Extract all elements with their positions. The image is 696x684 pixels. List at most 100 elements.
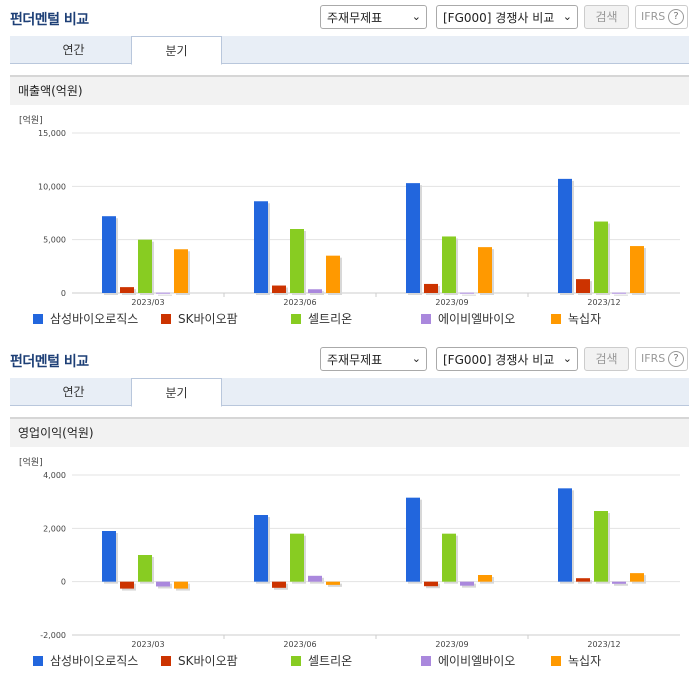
x-tick-label: 2023/06 <box>283 640 316 649</box>
legend-swatch <box>161 314 171 324</box>
bar <box>576 279 590 293</box>
statement-select[interactable]: 주재무제표 ⌄ <box>320 347 427 371</box>
bar <box>594 221 608 293</box>
legend-label: SK바이오팜 <box>178 312 238 326</box>
bar <box>254 515 268 582</box>
x-tick-label: 2023/03 <box>131 640 164 649</box>
legend-swatch <box>551 656 561 666</box>
legend-item[interactable]: 에이비엘바이오 <box>421 310 515 327</box>
bar <box>272 285 286 293</box>
chart-subtitle: 영업이익(억원) <box>10 417 689 447</box>
y-tick-label: -2,000 <box>40 631 66 640</box>
legend-item[interactable]: SK바이오팜 <box>161 310 238 327</box>
y-tick-label: 0 <box>61 289 66 298</box>
ifrs-button[interactable]: IFRS? <box>635 347 688 371</box>
x-tick-label: 2023/09 <box>435 640 468 649</box>
y-tick-label: 2,000 <box>43 524 66 533</box>
bar <box>120 581 134 589</box>
bar <box>290 533 304 582</box>
chevron-down-icon: ⌄ <box>562 352 572 365</box>
chevron-down-icon: ⌄ <box>411 352 421 365</box>
bar <box>612 581 626 584</box>
bar <box>308 575 322 582</box>
bar <box>630 573 644 582</box>
bar <box>254 201 268 293</box>
legend-label: 삼성바이오로직스 <box>50 654 139 668</box>
bar <box>406 497 420 582</box>
bar <box>102 216 116 293</box>
legend-label: SK바이오팜 <box>178 654 238 668</box>
bar-shadow <box>614 294 628 296</box>
legend-item[interactable]: SK바이오팜 <box>161 652 238 669</box>
bar <box>326 581 340 585</box>
legend-label: 삼성바이오로직스 <box>50 312 139 326</box>
legend-item[interactable]: 셀트리온 <box>291 652 352 669</box>
bar <box>442 236 456 293</box>
legend-item[interactable]: 에이비엘바이오 <box>421 652 515 669</box>
bar <box>156 581 170 587</box>
bar <box>442 533 456 582</box>
y-tick-label: 0 <box>61 578 66 587</box>
unit-label: [억원] <box>19 116 43 126</box>
tab-annual[interactable]: 연간 <box>62 385 85 399</box>
peer-group-select[interactable]: [FG000] 경쟁사 비교 ⌄ <box>436 347 578 371</box>
bar <box>326 255 340 293</box>
bar-shadow <box>614 583 628 586</box>
fundamental-panel-2: 펀더멘털 비교 주재무제표 ⌄ [FG000] 경쟁사 비교 ⌄ 검색 IFRS? … <box>0 342 696 684</box>
legend-item[interactable]: 셀트리온 <box>291 310 352 327</box>
bar-shadow <box>462 294 476 296</box>
legend-item[interactable]: 녹십자 <box>551 310 601 327</box>
bar <box>174 249 188 293</box>
y-tick-label: 4,000 <box>43 471 66 480</box>
period-tabs: 연간 분기 <box>10 378 689 407</box>
legend-item[interactable]: 삼성바이오로직스 <box>33 310 138 327</box>
bar <box>558 488 572 582</box>
tab-quarterly[interactable]: 분기 <box>131 36 222 65</box>
legend-item[interactable]: 삼성바이오로직스 <box>33 652 138 669</box>
help-icon[interactable]: ? <box>668 9 684 25</box>
search-button[interactable]: 검색 <box>584 347 629 371</box>
legend-label: 셀트리온 <box>308 654 353 668</box>
legend-swatch <box>291 656 301 666</box>
ifrs-button[interactable]: IFRS? <box>635 5 688 29</box>
fundamental-panel-1: 펀더멘털 비교 주재무제표 ⌄ [FG000] 경쟁사 비교 ⌄ 검색 IFRS? … <box>0 0 696 327</box>
panel-header: 펀더멘털 비교 주재무제표 ⌄ [FG000] 경쟁사 비교 ⌄ 검색 IFRS? <box>0 0 696 34</box>
legend-label: 에이비엘바이오 <box>438 654 516 668</box>
legend-swatch <box>551 314 561 324</box>
chart-subtitle: 매출액(억원) <box>10 75 689 105</box>
bar <box>406 183 420 293</box>
bar <box>308 289 322 293</box>
bar-shadow <box>328 583 342 587</box>
bar <box>174 581 188 589</box>
x-tick-label: 2023/12 <box>587 640 620 649</box>
unit-label: [억원] <box>19 458 43 468</box>
chevron-down-icon: ⌄ <box>411 10 421 23</box>
bar <box>630 246 644 293</box>
operating-profit-chart: -2,000 0 2,000 4,000 2023/03 2023/06 2023/09 20… <box>40 471 680 649</box>
bar <box>290 229 304 293</box>
legend-swatch <box>291 314 301 324</box>
bar-shadow <box>310 291 324 295</box>
bar <box>156 292 170 294</box>
tab-annual[interactable]: 연간 <box>62 43 85 57</box>
bar <box>138 555 152 582</box>
help-icon[interactable]: ? <box>668 351 684 367</box>
x-tick-label: 2023/03 <box>131 298 164 307</box>
bar <box>424 283 438 293</box>
legend-label: 에이비엘바이오 <box>438 312 516 326</box>
bar <box>576 578 590 582</box>
bar <box>460 581 474 586</box>
tab-quarterly[interactable]: 분기 <box>131 378 222 407</box>
revenue-chart: 0 5,000 10,000 15,000 2023/03 2023/06 2023/09 2… <box>38 129 680 307</box>
panel-header: 펀더멘털 비교 주재무제표 ⌄ [FG000] 경쟁사 비교 ⌄ 검색 IFRS? <box>0 342 696 376</box>
search-button[interactable]: 검색 <box>584 5 629 29</box>
period-tabs: 연간 분기 <box>10 36 689 65</box>
x-tick-label: 2023/09 <box>435 298 468 307</box>
legend-swatch <box>421 656 431 666</box>
panel-title: 펀더멘털 비교 <box>10 12 89 28</box>
bar <box>102 531 116 582</box>
statement-select[interactable]: 주재무제표 ⌄ <box>320 5 427 29</box>
peer-group-select[interactable]: [FG000] 경쟁사 비교 ⌄ <box>436 5 578 29</box>
legend-item[interactable]: 녹십자 <box>551 652 601 669</box>
y-tick-label: 10,000 <box>38 182 66 191</box>
